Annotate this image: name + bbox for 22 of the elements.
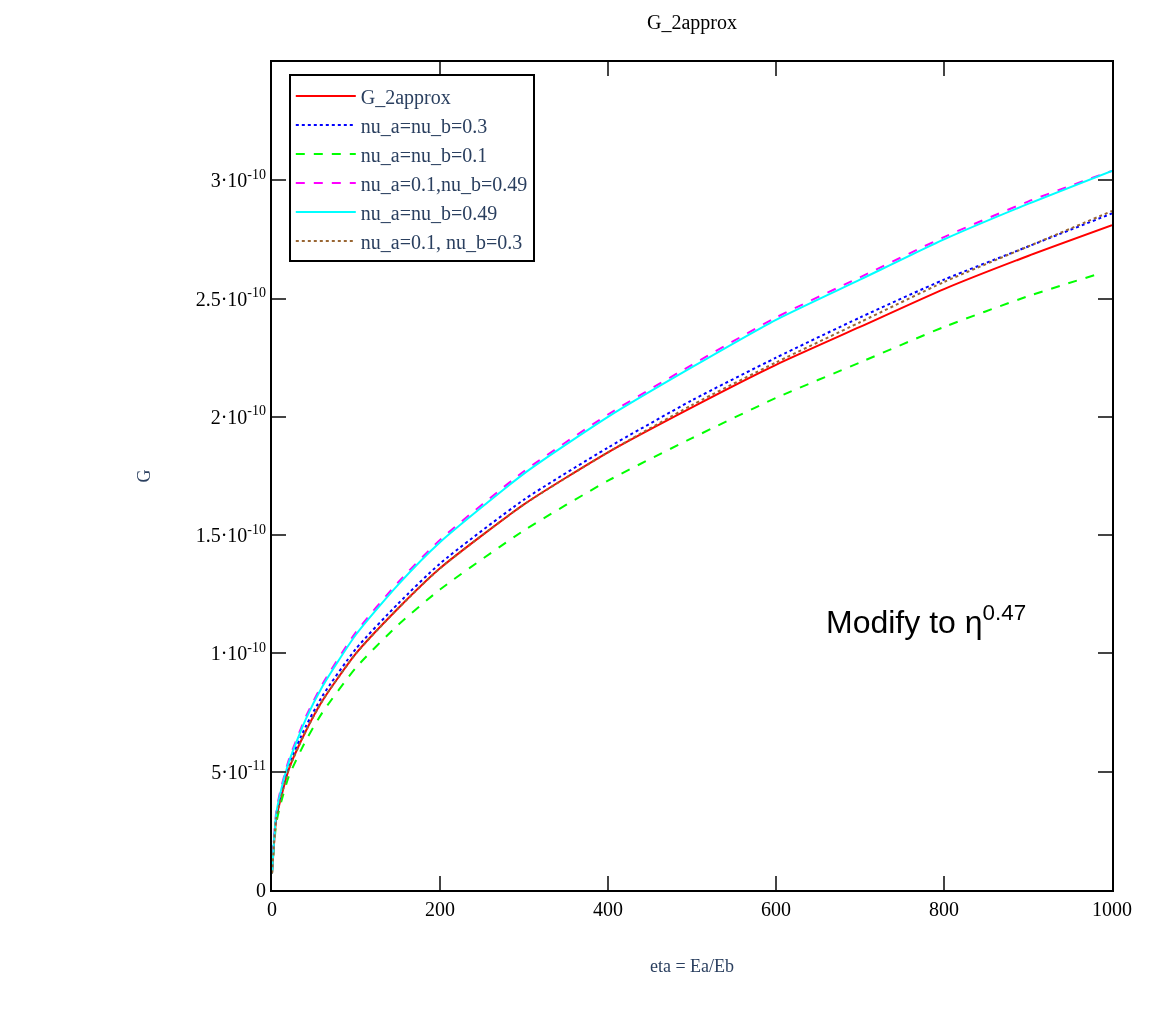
chart-title: G_2approx <box>647 11 737 35</box>
y-tick-label: 0 <box>256 879 266 901</box>
x-tick-label: 600 <box>761 898 791 920</box>
y-tick-label: 1.5·10$^{-10}$ <box>195 521 266 547</box>
y-tick-label: 5·10$^{-11}$ <box>211 758 266 783</box>
y-axis-title: G <box>134 469 155 483</box>
legend-label: nu_a=0.1,nu_b=0.49 <box>360 172 528 195</box>
legend-label: nu_a=nu_b=0.3 <box>360 114 488 137</box>
legend-label: nu_a=nu_b=0.1 <box>360 143 488 166</box>
y-tick-label: 1·10$^{-10}$ <box>210 640 266 665</box>
x-axis-title: eta = Ea/Eb <box>649 955 735 976</box>
y-tick-label: 2·10$^{-10}$ <box>210 403 266 428</box>
annotation: Modify to η$^{0.47}$ <box>826 600 1027 641</box>
y-tick-label: 3·10$^{-10}$ <box>210 166 266 192</box>
x-tick-label: 400 <box>593 898 623 920</box>
x-tick-label: 200 <box>425 898 455 920</box>
y-tick-label: 2.5·10$^{-10}$ <box>195 285 266 310</box>
x-tick-label: 1000 <box>1092 898 1132 920</box>
legend-label: G_2approx <box>360 85 451 109</box>
legend-label: nu_a=0.1, nu_b=0.3 <box>360 230 523 253</box>
x-tick-label: 800 <box>929 898 959 920</box>
legend-label: nu_a=nu_b=0.49 <box>360 201 498 224</box>
